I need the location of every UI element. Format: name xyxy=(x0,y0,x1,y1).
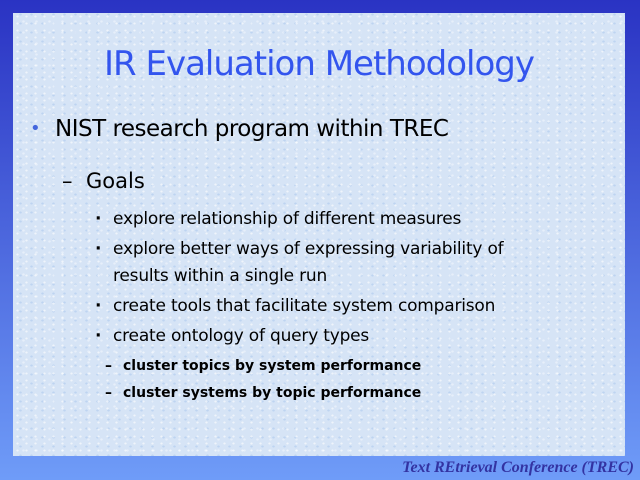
bullet-row: – cluster systems by topic performance xyxy=(105,380,625,407)
bullet-row: · explore relationship of different meas… xyxy=(95,206,625,233)
bullet-row: – Goals xyxy=(62,168,625,194)
bullet-text: cluster systems by topic performance xyxy=(123,385,422,401)
bullet-text: create ontology of query types xyxy=(113,326,370,346)
bullet-text: explore relationship of different measur… xyxy=(113,209,462,229)
bullet-marker: · xyxy=(95,296,102,316)
bullet-text: NIST research program within TREC xyxy=(55,116,449,142)
bullet-row: • NIST research program within TREC xyxy=(30,114,625,144)
bullet-marker: · xyxy=(95,239,102,259)
bullet-list: • NIST research program within TREC – Go… xyxy=(13,114,625,407)
bullet-row: · create tools that facilitate system co… xyxy=(95,293,625,320)
bullet-text: explore better ways of expressing variab… xyxy=(113,239,504,286)
bullet-text: Goals xyxy=(86,169,145,193)
bullet-text: create tools that facilitate system comp… xyxy=(113,296,496,316)
bullet-marker: · xyxy=(95,326,102,346)
bullet-marker: – xyxy=(105,358,112,374)
content-panel: IR Evaluation Methodology • NIST researc… xyxy=(13,13,625,456)
bullet-row: · create ontology of query types xyxy=(95,323,625,350)
bullet-text: cluster topics by system performance xyxy=(123,358,422,374)
bullet-marker: • xyxy=(30,118,41,139)
slide-title: IR Evaluation Methodology xyxy=(104,44,535,84)
bullet-row: – cluster topics by system performance xyxy=(105,353,625,380)
bullet-marker: · xyxy=(95,209,102,229)
footer-text: Text REtrieval Conference (TREC) xyxy=(402,459,634,476)
bullet-marker: – xyxy=(62,169,73,193)
bullet-marker: – xyxy=(105,385,112,401)
bullet-row: · explore better ways of expressing vari… xyxy=(95,236,625,290)
